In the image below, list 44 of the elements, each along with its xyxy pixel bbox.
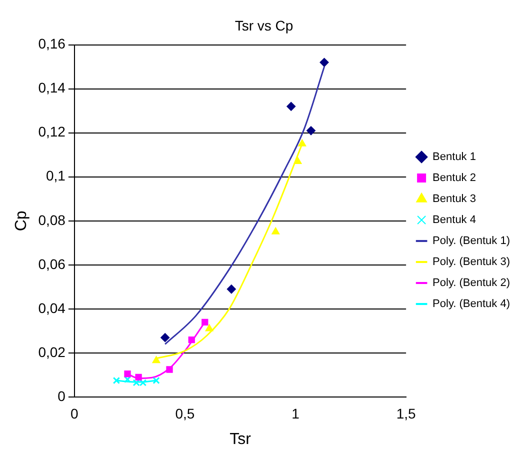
y-tick-label: 0,02 <box>38 344 66 360</box>
y-tick-label: 0,04 <box>38 300 66 316</box>
point <box>306 126 316 136</box>
legend-label: Bentuk 4 <box>432 214 476 226</box>
point <box>112 376 120 384</box>
point <box>152 356 160 364</box>
x-tick-label: 1,5 <box>396 405 416 422</box>
legend-label: Poly. (Bentuk 3) <box>432 256 510 268</box>
point <box>135 374 142 381</box>
legend-label: Poly. (Bentuk 2) <box>432 277 510 290</box>
point <box>272 227 280 234</box>
point <box>132 379 140 386</box>
x-tick-label: 1 <box>292 405 300 422</box>
point <box>160 333 170 342</box>
point <box>202 318 208 326</box>
y-axis-title: Cp <box>13 210 30 232</box>
y-tick-label: 0,12 <box>38 124 66 140</box>
x-tick-label: 0,5 <box>175 405 195 422</box>
y-tick-label: 0,1 <box>46 168 66 184</box>
point <box>298 139 306 146</box>
legend-label: Bentuk 3 <box>432 193 476 206</box>
point <box>188 336 195 344</box>
y-tick-label: 0 <box>58 388 66 404</box>
point <box>166 366 173 373</box>
legend-label: Poly. (Bentuk 1) <box>432 235 510 248</box>
point <box>152 376 160 384</box>
legend-label: Bentuk 2 <box>432 172 476 184</box>
point <box>294 156 302 164</box>
x-tick-label: 0 <box>70 405 79 422</box>
y-tick-label: 0,06 <box>38 256 66 272</box>
y-tick-label: 0,16 <box>38 36 66 52</box>
point <box>124 376 132 383</box>
x-axis-title: Tsr <box>230 430 252 448</box>
chart-title: Tsr vs Cp <box>234 17 294 34</box>
point <box>286 102 296 111</box>
y-tick-label: 0,08 <box>38 212 66 228</box>
point <box>124 370 131 378</box>
legend-label: Poly. (Bentuk 4) <box>432 298 510 310</box>
point <box>205 324 214 332</box>
point <box>320 58 329 67</box>
legend-label: Bentuk 1 <box>432 151 476 164</box>
y-tick-label: 0,14 <box>38 80 66 96</box>
point <box>139 379 147 386</box>
point <box>226 284 236 294</box>
